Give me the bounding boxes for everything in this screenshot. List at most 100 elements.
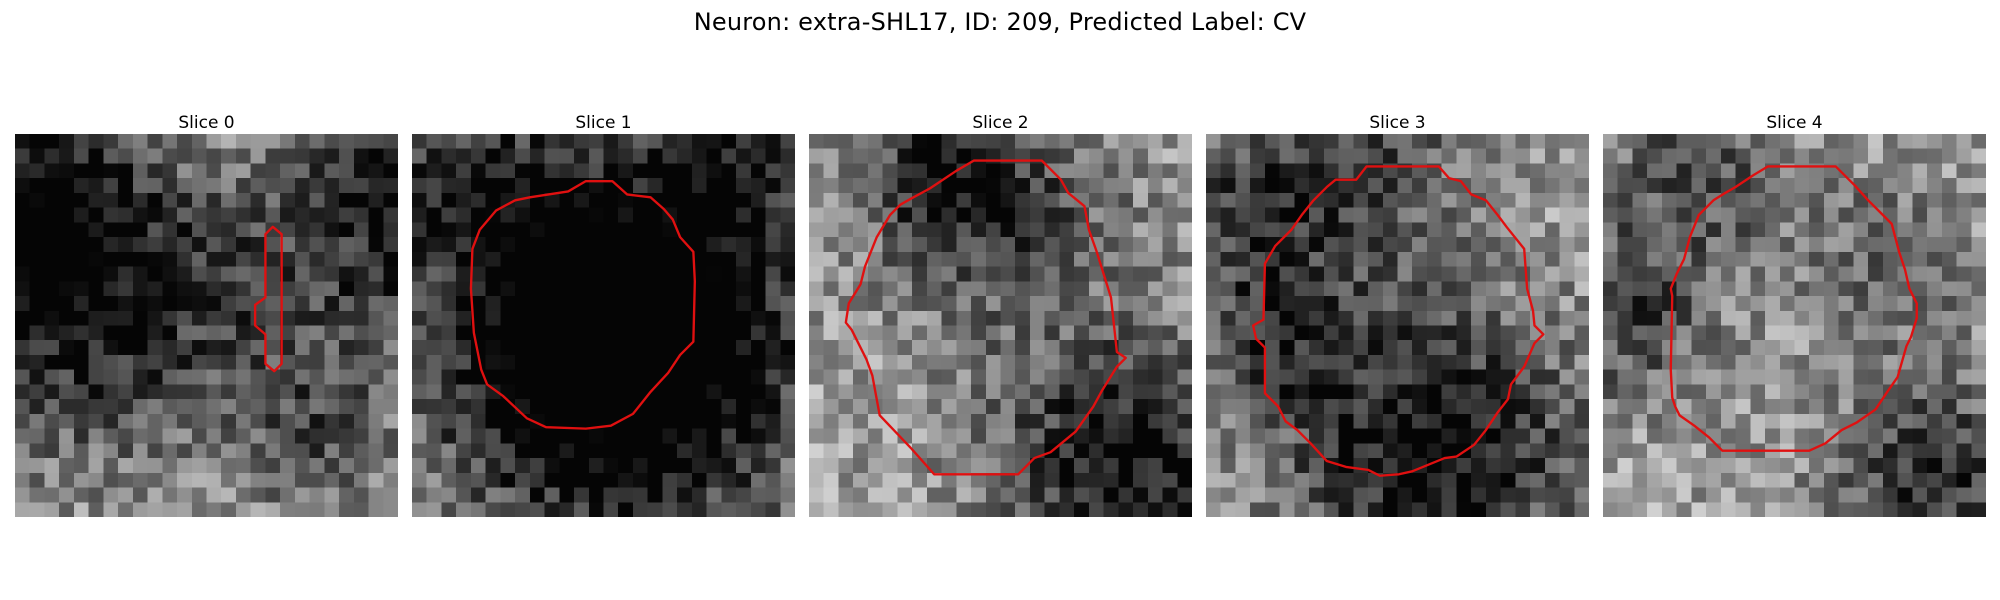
pixel xyxy=(1603,369,1619,385)
pixel xyxy=(941,472,957,488)
pixel xyxy=(1530,428,1546,444)
pixel xyxy=(809,428,825,444)
pixel xyxy=(132,296,148,312)
pixel xyxy=(765,148,781,164)
pixel xyxy=(441,413,457,429)
pixel xyxy=(339,472,355,488)
pixel xyxy=(544,399,560,415)
pixel xyxy=(1794,428,1810,444)
pixel xyxy=(809,222,825,238)
pixel xyxy=(647,251,663,267)
pixel xyxy=(1397,369,1413,385)
pixel xyxy=(1809,148,1825,164)
pixel xyxy=(1412,266,1428,282)
pixel xyxy=(1103,428,1119,444)
pixel xyxy=(1794,458,1810,474)
pixel xyxy=(1632,369,1648,385)
pixel xyxy=(456,502,472,517)
pixel xyxy=(500,192,516,208)
pixel xyxy=(456,340,472,356)
pixel xyxy=(1603,281,1619,297)
pixel xyxy=(780,178,795,194)
pixel xyxy=(1044,472,1060,488)
pixel xyxy=(838,134,854,150)
pixel xyxy=(1485,178,1501,194)
pixel xyxy=(73,354,89,370)
pixel xyxy=(706,310,722,326)
pixel xyxy=(1456,399,1472,415)
pixel xyxy=(412,443,428,459)
pixel xyxy=(1368,222,1384,238)
pixel xyxy=(574,354,590,370)
pixel xyxy=(1603,502,1619,517)
pixel xyxy=(1044,266,1060,282)
pixel xyxy=(780,502,795,517)
pixel xyxy=(1617,237,1633,253)
pixel xyxy=(191,251,207,267)
pixel xyxy=(191,502,207,517)
pixel xyxy=(1927,340,1943,356)
pixel xyxy=(897,458,913,474)
pixel xyxy=(1882,207,1898,223)
pixel xyxy=(1368,340,1384,356)
pixel xyxy=(426,237,442,253)
pixel xyxy=(559,251,575,267)
pixel xyxy=(1088,428,1104,444)
pixel xyxy=(206,222,222,238)
pixel xyxy=(353,340,369,356)
pixel xyxy=(1220,399,1236,415)
panel-title: Slice 1 xyxy=(575,113,632,133)
pixel xyxy=(1368,237,1384,253)
pixel xyxy=(603,472,619,488)
pixel xyxy=(426,443,442,459)
pixel xyxy=(383,237,398,253)
pixel xyxy=(1000,428,1016,444)
pixel xyxy=(926,192,942,208)
pixel xyxy=(559,472,575,488)
pixel xyxy=(1927,178,1943,194)
pixel xyxy=(691,369,707,385)
pixel xyxy=(309,134,325,150)
pixel xyxy=(1279,148,1295,164)
pixel xyxy=(559,413,575,429)
pixel xyxy=(867,207,883,223)
pixel xyxy=(956,384,972,400)
pixel xyxy=(1676,443,1692,459)
pixel xyxy=(1426,192,1442,208)
pixel xyxy=(1559,296,1575,312)
pixel xyxy=(515,472,531,488)
pixel xyxy=(1279,178,1295,194)
pixel xyxy=(1559,472,1575,488)
pixel xyxy=(1897,163,1913,179)
pixel xyxy=(177,192,193,208)
pixel xyxy=(706,192,722,208)
pixel xyxy=(1309,296,1325,312)
pixel xyxy=(1632,472,1648,488)
pixel xyxy=(1206,222,1222,238)
pixel xyxy=(44,222,60,238)
pixel xyxy=(1412,148,1428,164)
pixel xyxy=(1000,266,1016,282)
pixel xyxy=(250,399,266,415)
pixel xyxy=(1941,148,1957,164)
pixel xyxy=(1059,384,1075,400)
pixel xyxy=(221,487,237,503)
pixel xyxy=(1264,487,1280,503)
pixel xyxy=(1059,310,1075,326)
pixel xyxy=(1691,237,1707,253)
pixel xyxy=(1676,163,1692,179)
pixel xyxy=(647,310,663,326)
pixel xyxy=(1515,222,1531,238)
pixel xyxy=(88,251,104,267)
pixel xyxy=(412,310,428,326)
pixel xyxy=(250,310,266,326)
panel-slice-1: Slice 1 xyxy=(412,112,795,518)
pixel xyxy=(353,207,369,223)
pixel xyxy=(383,148,398,164)
pixel xyxy=(456,472,472,488)
pixel xyxy=(29,163,45,179)
pixel xyxy=(177,428,193,444)
pixel xyxy=(1088,266,1104,282)
pixel xyxy=(1927,222,1943,238)
pixel xyxy=(339,148,355,164)
